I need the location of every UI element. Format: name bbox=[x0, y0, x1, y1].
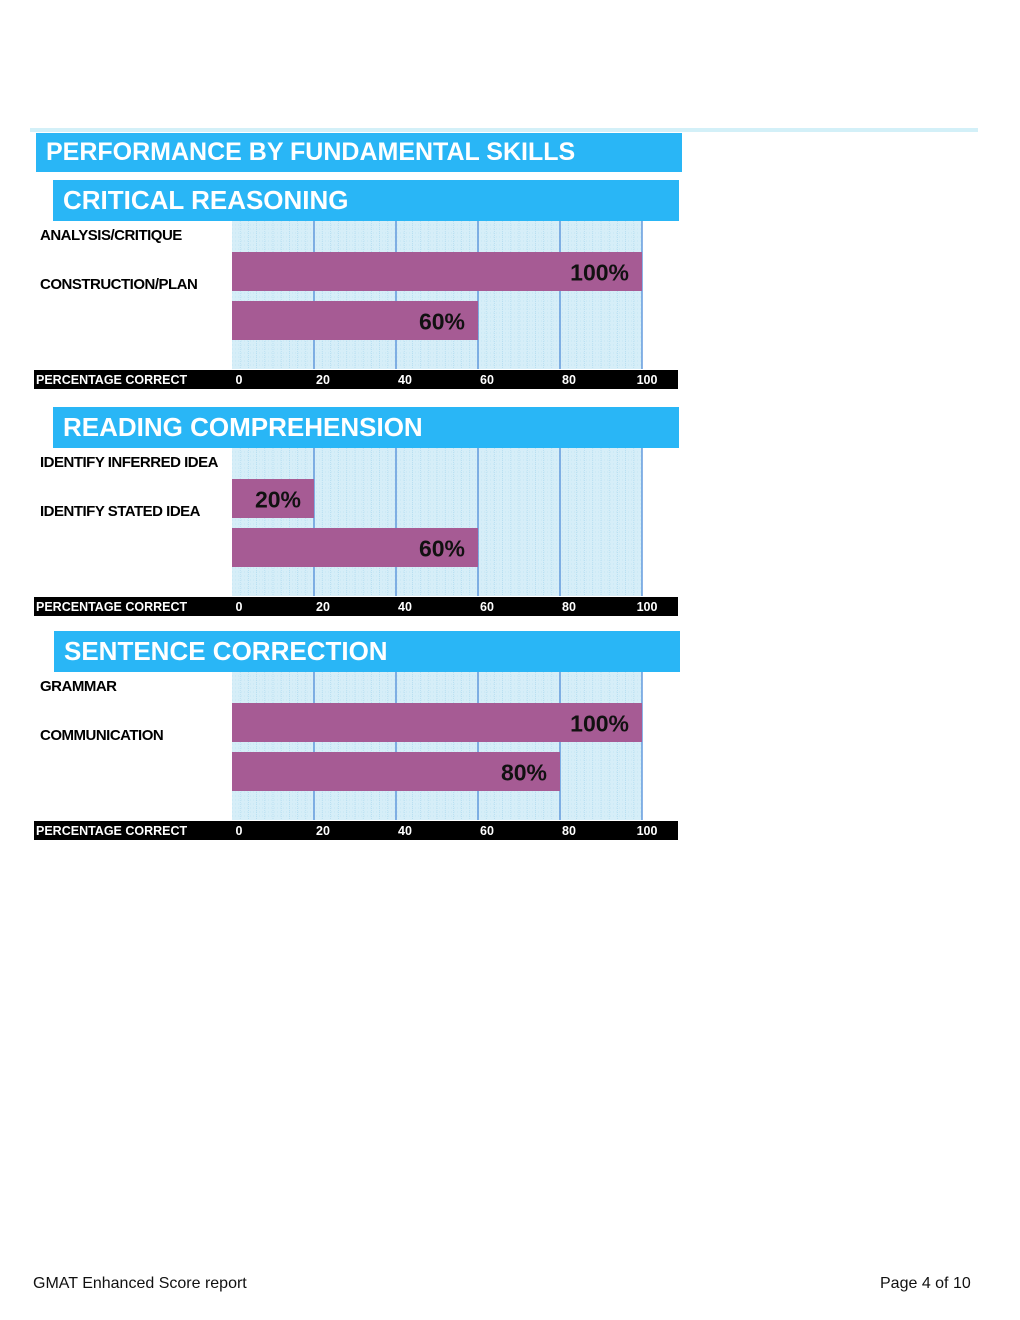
chart-reading-comprehension: 20% IDENTIFY INFERRED IDEA 60% IDENTIFY STA… bbox=[34, 448, 680, 620]
x-axis-label: PERCENTAGE CORRECT bbox=[36, 600, 188, 614]
chart-svg: 100% GRAMMAR 80% COMMUNICATION PERCENTAGE CO… bbox=[34, 672, 678, 840]
category-label: IDENTIFY STATED IDEA bbox=[40, 503, 201, 520]
bar bbox=[232, 479, 314, 518]
x-tick-label: 100 bbox=[637, 600, 658, 614]
bar bbox=[232, 301, 478, 340]
x-tick-label: 80 bbox=[562, 373, 576, 387]
x-tick-label: 0 bbox=[236, 824, 243, 838]
bar bbox=[232, 528, 478, 567]
chart-critical-reasoning: 100% ANALYSIS/CRITIQUE 60% CONSTRUCTION/PLA… bbox=[34, 221, 680, 393]
bar-value-label: 60% bbox=[419, 536, 465, 562]
x-tick-label: 40 bbox=[398, 600, 412, 614]
category-label: CONSTRUCTION/PLAN bbox=[40, 276, 197, 293]
x-tick-label: 20 bbox=[316, 824, 330, 838]
x-tick-label: 100 bbox=[637, 373, 658, 387]
x-tick-label: 0 bbox=[236, 600, 243, 614]
bar bbox=[232, 703, 642, 742]
chart-sentence-correction: 100% GRAMMAR 80% COMMUNICATION PERCENTAGE CO… bbox=[34, 672, 680, 844]
x-tick-label: 40 bbox=[398, 824, 412, 838]
axis-band bbox=[34, 821, 678, 840]
x-tick-label: 20 bbox=[316, 373, 330, 387]
x-tick-label: 60 bbox=[480, 600, 494, 614]
category-label: COMMUNICATION bbox=[40, 727, 163, 744]
x-tick-label: 20 bbox=[316, 600, 330, 614]
x-tick-label: 60 bbox=[480, 373, 494, 387]
bar-value-label: 100% bbox=[570, 260, 629, 286]
x-axis-label: PERCENTAGE CORRECT bbox=[36, 373, 188, 387]
axis-band bbox=[34, 370, 678, 389]
x-tick-label: 80 bbox=[562, 824, 576, 838]
footer-page-number: Page 4 of 10 bbox=[880, 1275, 971, 1292]
chart-title-reading-comprehension: READING COMPREHENSION bbox=[53, 407, 679, 448]
bar-value-label: 60% bbox=[419, 309, 465, 335]
category-label: IDENTIFY INFERRED IDEA bbox=[40, 454, 219, 471]
category-label: ANALYSIS/CRITIQUE bbox=[40, 227, 182, 244]
x-tick-label: 100 bbox=[637, 824, 658, 838]
bar bbox=[232, 252, 642, 291]
category-label: GRAMMAR bbox=[40, 678, 117, 695]
bar-value-label: 100% bbox=[570, 711, 629, 737]
chart-title-critical-reasoning: CRITICAL REASONING bbox=[53, 180, 679, 221]
page-title: PERFORMANCE BY FUNDAMENTAL SKILLS bbox=[36, 133, 682, 172]
chart-svg: 100% ANALYSIS/CRITIQUE 60% CONSTRUCTION/PLA… bbox=[34, 221, 678, 389]
x-tick-label: 60 bbox=[480, 824, 494, 838]
x-tick-label: 0 bbox=[236, 373, 243, 387]
bar-value-label: 80% bbox=[501, 760, 547, 786]
x-tick-label: 40 bbox=[398, 373, 412, 387]
chart-svg: 20% IDENTIFY INFERRED IDEA 60% IDENTIFY STA… bbox=[34, 448, 678, 616]
axis-band bbox=[34, 597, 678, 616]
top-divider bbox=[30, 128, 978, 132]
chart-title-sentence-correction: SENTENCE CORRECTION bbox=[54, 631, 680, 672]
bar bbox=[232, 752, 560, 791]
x-axis-label: PERCENTAGE CORRECT bbox=[36, 824, 188, 838]
footer-report-name: GMAT Enhanced Score report bbox=[33, 1275, 247, 1292]
bar-value-label: 20% bbox=[255, 487, 301, 513]
x-tick-label: 80 bbox=[562, 600, 576, 614]
